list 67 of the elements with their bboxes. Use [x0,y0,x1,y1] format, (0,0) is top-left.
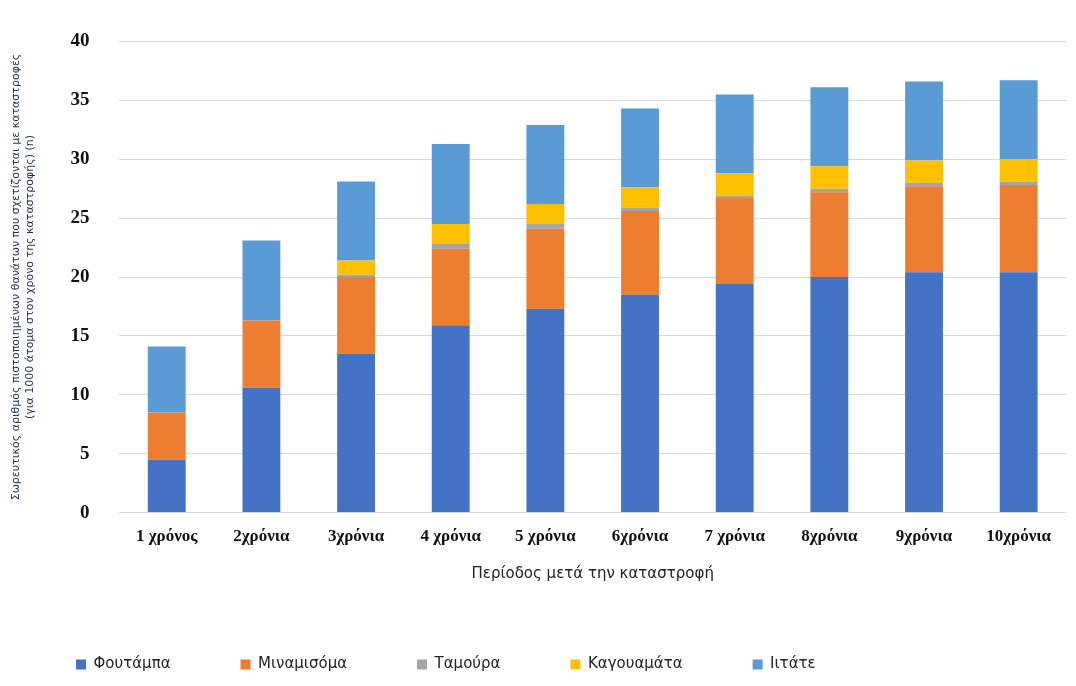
bar [147,459,186,513]
legend-label: Ιιτάτε [770,654,816,673]
bar [621,207,659,212]
bar [999,272,1038,513]
bar [715,284,754,513]
legend-label: Καγουαμάτα [587,654,683,673]
x-tick-label: 5 χρόνια [515,526,577,546]
y-tick-label: 20 [70,264,90,286]
bar [526,223,565,229]
y-tick-label: 5 [79,441,90,463]
bar [526,125,565,204]
bar [999,80,1038,160]
bar [431,325,470,513]
bar [526,228,565,309]
y-tick-label: 35 [70,88,90,110]
bar [905,272,943,513]
bar [526,203,565,224]
legend-label: Ταμούρα [433,654,501,673]
bar [337,181,375,261]
bar [337,277,375,354]
bar [242,320,281,388]
bar [431,248,470,326]
y-tick-label: 15 [70,323,90,345]
y-tick-label: 10 [70,382,90,404]
bar [810,192,849,277]
bar [905,81,943,161]
y-tick-label: 30 [70,147,90,169]
bar [526,308,565,513]
legend-label: Φουτάμπα [93,654,171,673]
x-tick-label: 2χρόνια [233,526,291,546]
y-tick-label: 0 [79,500,90,522]
bar [621,294,659,513]
bar [147,412,186,460]
bar [337,353,375,513]
x-tick-label: 6χρόνια [611,526,669,546]
y-axis-title: Σωρευτικός αριθμός πιστοποιημένων θανάτων που σχετίζονται με καταστροφές (για 1000 άτομα στον χρόνο της καταστροφής) (n) [9,53,36,501]
bar [905,186,943,273]
x-tick-label: 3χρόνια [327,526,385,546]
x-tick-label: 7 χρόνια [704,526,766,546]
bar [715,173,754,196]
bar [147,346,186,413]
legend-label: Μιναμισόμα [258,654,348,673]
bar [621,187,659,208]
bar [999,159,1038,182]
x-axis-title: Περίοδος μετά την καταστροφή [471,563,714,582]
bar [810,87,849,167]
x-tick-label: 8χρόνια [801,526,859,546]
bar [431,244,470,249]
x-tick-label: 1 χρόνος [136,526,199,546]
bar [715,94,754,174]
x-tick-label: 9χρόνια [895,526,953,546]
bar [242,387,281,513]
bar [810,277,849,513]
x-tick-label: 4 χρόνια [420,526,482,546]
y-tick-label: 25 [70,206,90,228]
y-tick-label: 40 [70,29,90,51]
bar [337,260,375,275]
bar [999,185,1038,273]
bar [905,160,943,183]
bar [810,166,849,189]
bar [431,143,470,224]
bar [242,240,281,321]
bar [621,211,659,295]
x-tick-label: 10χρόνια [986,526,1052,546]
bar [621,108,659,188]
bar [715,198,754,285]
bar [431,223,470,245]
